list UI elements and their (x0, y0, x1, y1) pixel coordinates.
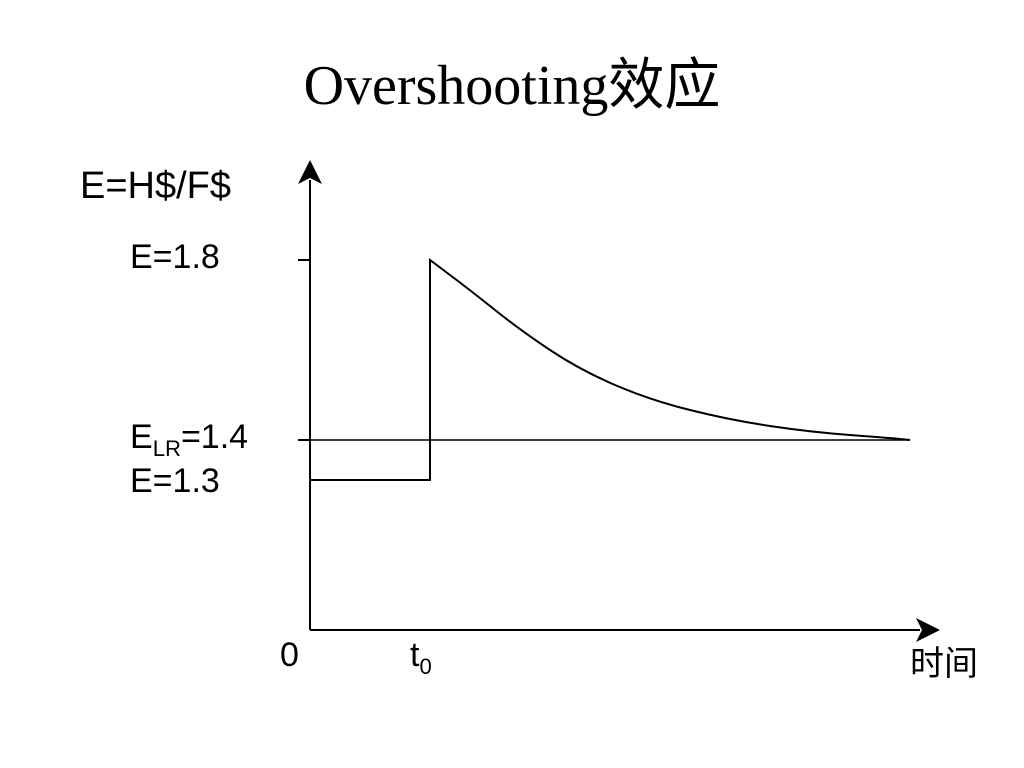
overshoot-chart-svg (0, 0, 1024, 768)
